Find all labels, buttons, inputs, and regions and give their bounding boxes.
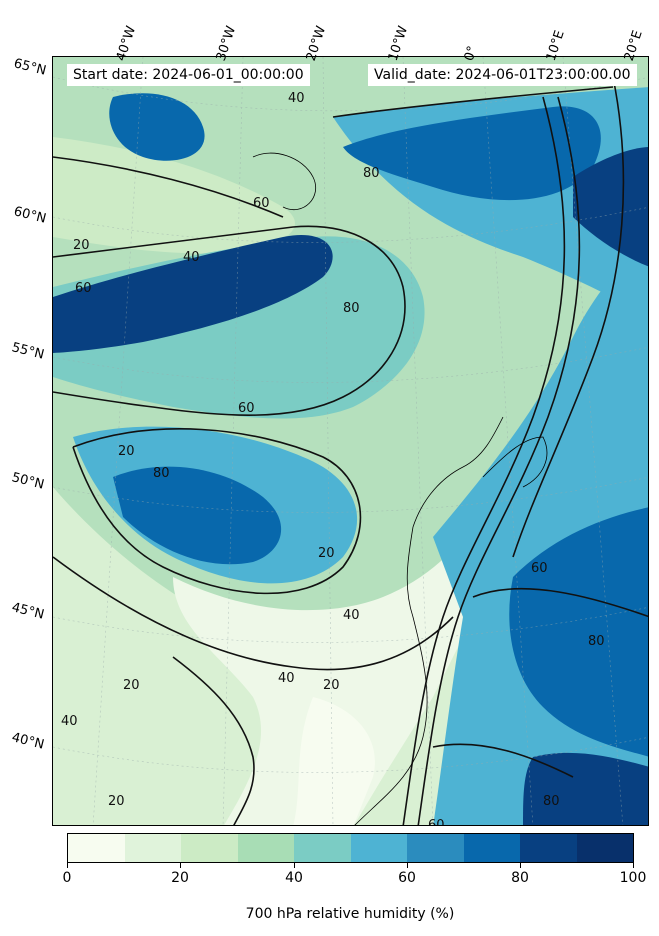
driest-zone xyxy=(293,697,375,825)
moist-core-north xyxy=(343,106,601,201)
graticule xyxy=(53,57,648,825)
very-dry-zone xyxy=(173,437,523,825)
colorbar xyxy=(67,833,634,863)
contour-label-80: 80 xyxy=(343,301,360,316)
contour-label-20-central: 20 xyxy=(118,444,135,459)
contour-label-80-north: 80 xyxy=(363,166,380,181)
contour-label-20: 20 xyxy=(73,238,90,253)
contour-label-80-east: 80 xyxy=(588,634,605,649)
contour-label-40-north: 40 xyxy=(288,91,305,106)
lat-label-40n: 40°N xyxy=(10,730,46,753)
contour-label-40-south: 40 xyxy=(343,608,360,623)
start-date-label: Start date: 2024-06-01_00:00:00 xyxy=(67,64,310,86)
colorbar-tick-40 xyxy=(294,863,295,868)
colorbar-segment-7 xyxy=(463,834,520,862)
coastlines xyxy=(252,152,548,825)
contour-label-80-southeast: 80 xyxy=(543,794,560,809)
dry-zone xyxy=(53,387,613,825)
colorbar-tick-60 xyxy=(407,863,408,868)
colorbar-segment-5 xyxy=(350,834,407,862)
moist-core-northwest xyxy=(109,93,205,161)
colorbar-label-40: 40 xyxy=(285,870,303,886)
moist-core-southeast xyxy=(523,752,648,825)
colorbar-title: 700 hPa relative humidity (%) xyxy=(245,906,455,922)
colorbar-label-0: 0 xyxy=(62,870,72,886)
contour-label-60: 60 xyxy=(75,281,92,296)
colorbar-tick-0 xyxy=(67,863,68,868)
contour-label-80-central: 80 xyxy=(153,466,170,481)
contour-label-20-west: 20 xyxy=(123,678,140,693)
contour-label-40-far-west: 40 xyxy=(61,714,78,729)
contour-label-20-southwest: 20 xyxy=(323,678,340,693)
lat-label-50n: 50°N xyxy=(10,470,46,493)
colorbar-tick-80 xyxy=(520,863,521,868)
moist-band-west xyxy=(53,235,333,353)
contour-label-20-far-southwest: 20 xyxy=(108,794,125,809)
colorbar-label-20: 20 xyxy=(171,870,189,886)
colorbar-label-100: 100 xyxy=(619,870,647,886)
lat-label-60n: 60°N xyxy=(12,204,48,227)
contour-label-60-north: 60 xyxy=(253,196,270,211)
colorbar-tick-20 xyxy=(180,863,181,868)
lat-label-55n: 55°N xyxy=(10,340,46,363)
lat-label-45n: 45°N xyxy=(10,600,46,623)
humidity-map: 20 40 60 80 40 80 60 80 60 20 20 40 40 2… xyxy=(53,57,648,826)
contour-label-40-southwest: 40 xyxy=(278,671,295,686)
colorbar-segment-1 xyxy=(124,834,181,862)
moist-core-east xyxy=(509,507,648,757)
contour-label-60-south: 60 xyxy=(428,818,445,826)
colorbar-segment-0 xyxy=(68,834,125,862)
contour-label-60-east: 60 xyxy=(531,561,548,576)
colorbar-segment-3 xyxy=(237,834,294,862)
colorbar-label-80: 80 xyxy=(511,870,529,886)
colorbar-label-60: 60 xyxy=(398,870,416,886)
map-panel: 20 40 60 80 40 80 60 80 60 20 20 40 40 2… xyxy=(52,56,649,826)
colorbar-segment-6 xyxy=(407,834,464,862)
contour-label-40: 40 xyxy=(183,250,200,265)
lat-label-65n: 65°N xyxy=(12,56,48,79)
moist-core-northeast xyxy=(573,147,648,267)
contour-label-group: 20 40 60 80 40 80 60 80 60 20 20 40 40 2… xyxy=(61,91,605,826)
colorbar-segment-2 xyxy=(181,834,238,862)
contour-label-20-south: 20 xyxy=(318,546,335,561)
moist-core-central xyxy=(113,466,282,565)
contour-label-60-central: 60 xyxy=(238,401,255,416)
colorbar-tick-100 xyxy=(633,863,634,868)
valid-date-label: Valid_date: 2024-06-01T23:00:00.00 xyxy=(368,64,637,86)
colorbar-segment-4 xyxy=(294,834,351,862)
contour-lines xyxy=(53,76,648,825)
colorbar-segment-8 xyxy=(520,834,577,862)
colorbar-segment-9 xyxy=(576,834,633,862)
